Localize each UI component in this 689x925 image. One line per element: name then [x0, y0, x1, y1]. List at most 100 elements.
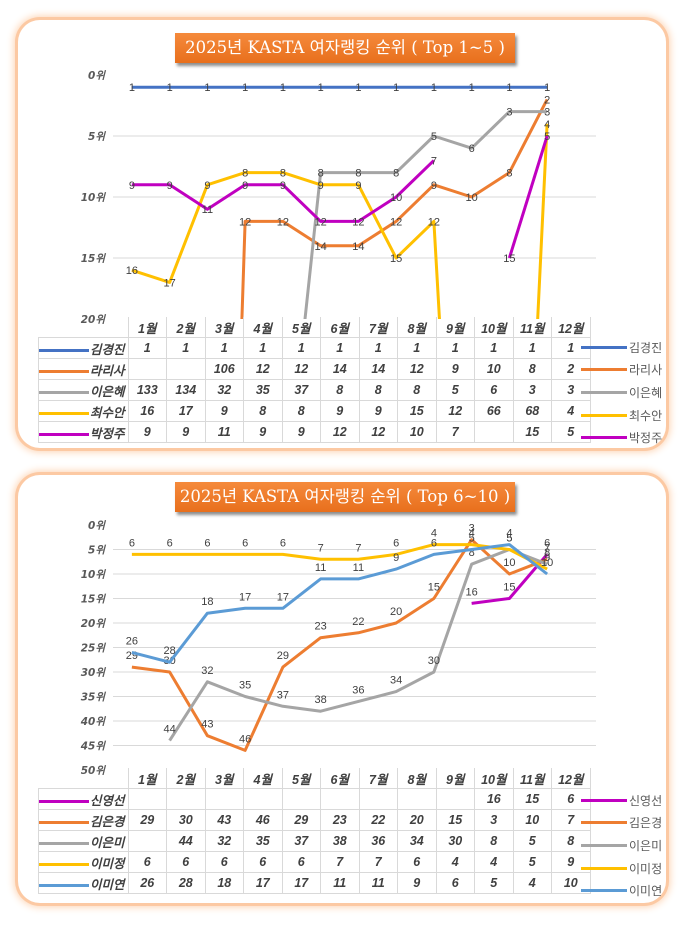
data-label: 28	[164, 645, 176, 657]
table-cell: 9	[435, 358, 476, 380]
table-cell: 16	[474, 788, 514, 810]
table-cell: 15	[435, 809, 476, 831]
series-name: 김경진	[90, 342, 125, 357]
data-label: 8	[393, 168, 399, 180]
data-label: 8	[506, 168, 512, 180]
legend-key-icon	[39, 390, 89, 394]
series-line	[131, 123, 549, 319]
table-cell: 9	[166, 421, 206, 443]
table-cell: 11	[320, 872, 360, 894]
table-cell: 5	[512, 851, 553, 873]
series-신영선	[471, 553, 549, 605]
data-label: 1	[204, 82, 210, 94]
legend-label: 이미정	[629, 861, 663, 876]
table-cell: 36	[358, 830, 399, 852]
table-cell: 5	[512, 830, 553, 852]
legend-item: 이미연	[581, 879, 662, 902]
row-header: 김은경	[38, 809, 129, 831]
table-cell: 18	[204, 872, 245, 894]
month-header: 3월	[204, 317, 245, 338]
series-이은혜	[303, 110, 548, 319]
legend-label: 김경진	[629, 340, 663, 355]
month-header: 12월	[551, 317, 591, 338]
data-label: 20	[390, 606, 402, 618]
table-cell: 66	[474, 400, 514, 422]
data-label: 5	[506, 533, 512, 545]
y-tick-label: 5위	[88, 545, 106, 557]
data-label: 1	[318, 82, 324, 94]
month-header: 9월	[435, 317, 476, 338]
month-header: 1월	[127, 768, 168, 789]
row-header: 김경진	[38, 337, 129, 359]
table-cell: 16	[127, 400, 168, 422]
legend-item: 최수안	[581, 404, 662, 427]
data-label: 7	[431, 155, 437, 167]
series-라리사	[240, 98, 549, 319]
table-row: 이은혜 133 134 32 35 37 8 8 8 5 6 3 3	[38, 379, 591, 401]
table-cell	[435, 788, 476, 810]
data-label: 1	[355, 82, 361, 94]
table-cell: 5	[551, 421, 591, 443]
table-cell: 8	[320, 379, 360, 401]
series-이미연	[131, 543, 549, 664]
table-cell: 12	[281, 358, 322, 380]
table-cell: 37	[281, 379, 322, 401]
data-label: 6	[544, 537, 550, 549]
y-tick-label: 0위	[88, 520, 106, 532]
data-label: 4	[431, 528, 437, 540]
series-name: 이은혜	[90, 384, 125, 399]
series-name: 김은경	[90, 814, 125, 829]
data-label: 10	[390, 192, 402, 204]
table-cell: 6	[166, 851, 206, 873]
series-name: 박정주	[90, 426, 125, 441]
month-header: 7월	[358, 768, 399, 789]
data-label: 12	[390, 216, 402, 228]
table-cell	[204, 788, 245, 810]
table-cell	[397, 788, 437, 810]
series-line	[471, 553, 549, 605]
data-table: 1월 2월 3월 4월 5월 6월 7월 8월 9월 10월 11월 12월 신영선 16 15 6 김은경 29…	[38, 768, 591, 894]
data-label: 1	[242, 82, 248, 94]
data-label: 32	[201, 665, 213, 677]
month-header: 5월	[281, 317, 322, 338]
data-label: 6	[431, 537, 437, 549]
data-label: 9	[544, 552, 550, 564]
table-cell: 6	[243, 851, 283, 873]
data-label: 5	[469, 533, 475, 545]
table-cell: 34	[397, 830, 437, 852]
legend-label: 라리사	[629, 363, 663, 378]
y-tick-label: 30위	[81, 667, 107, 679]
data-label: 15	[390, 253, 402, 265]
table-row: 신영선 16 15 6	[38, 788, 591, 810]
table-cell: 7	[358, 851, 399, 873]
series-line	[131, 538, 548, 752]
table-cell	[127, 788, 168, 810]
legend-item: 이은혜	[581, 381, 662, 404]
series-line	[168, 548, 548, 742]
data-label: 18	[201, 596, 213, 608]
data-label: 6	[393, 537, 399, 549]
table-cell: 8	[474, 830, 514, 852]
data-label: 44	[164, 724, 176, 736]
data-label: 1	[280, 82, 286, 94]
table-cell: 20	[397, 809, 437, 831]
table-cell: 12	[435, 400, 476, 422]
legend-line-icon	[581, 368, 627, 372]
data-label: 35	[239, 680, 251, 692]
series-김은경	[131, 538, 548, 752]
data-label: 3	[544, 107, 550, 119]
data-label: 3	[506, 107, 512, 119]
data-table: 1월 2월 3월 4월 5월 6월 7월 8월 9월 10월 11월 12월 김경진 1 1 1 1 1 1 1 1 1 1…	[38, 317, 591, 443]
table-cell: 15	[397, 400, 437, 422]
data-label: 1	[431, 82, 437, 94]
legend-label: 이은혜	[629, 385, 663, 400]
month-header: 2월	[166, 768, 206, 789]
table-cell: 6	[281, 851, 322, 873]
table-cell: 17	[166, 400, 206, 422]
legend-key-icon	[39, 862, 89, 866]
table-cell: 1	[204, 337, 245, 359]
table-cell: 46	[243, 809, 283, 831]
data-label: 22	[352, 616, 364, 628]
data-label: 11	[353, 562, 364, 574]
series-line	[303, 110, 548, 319]
